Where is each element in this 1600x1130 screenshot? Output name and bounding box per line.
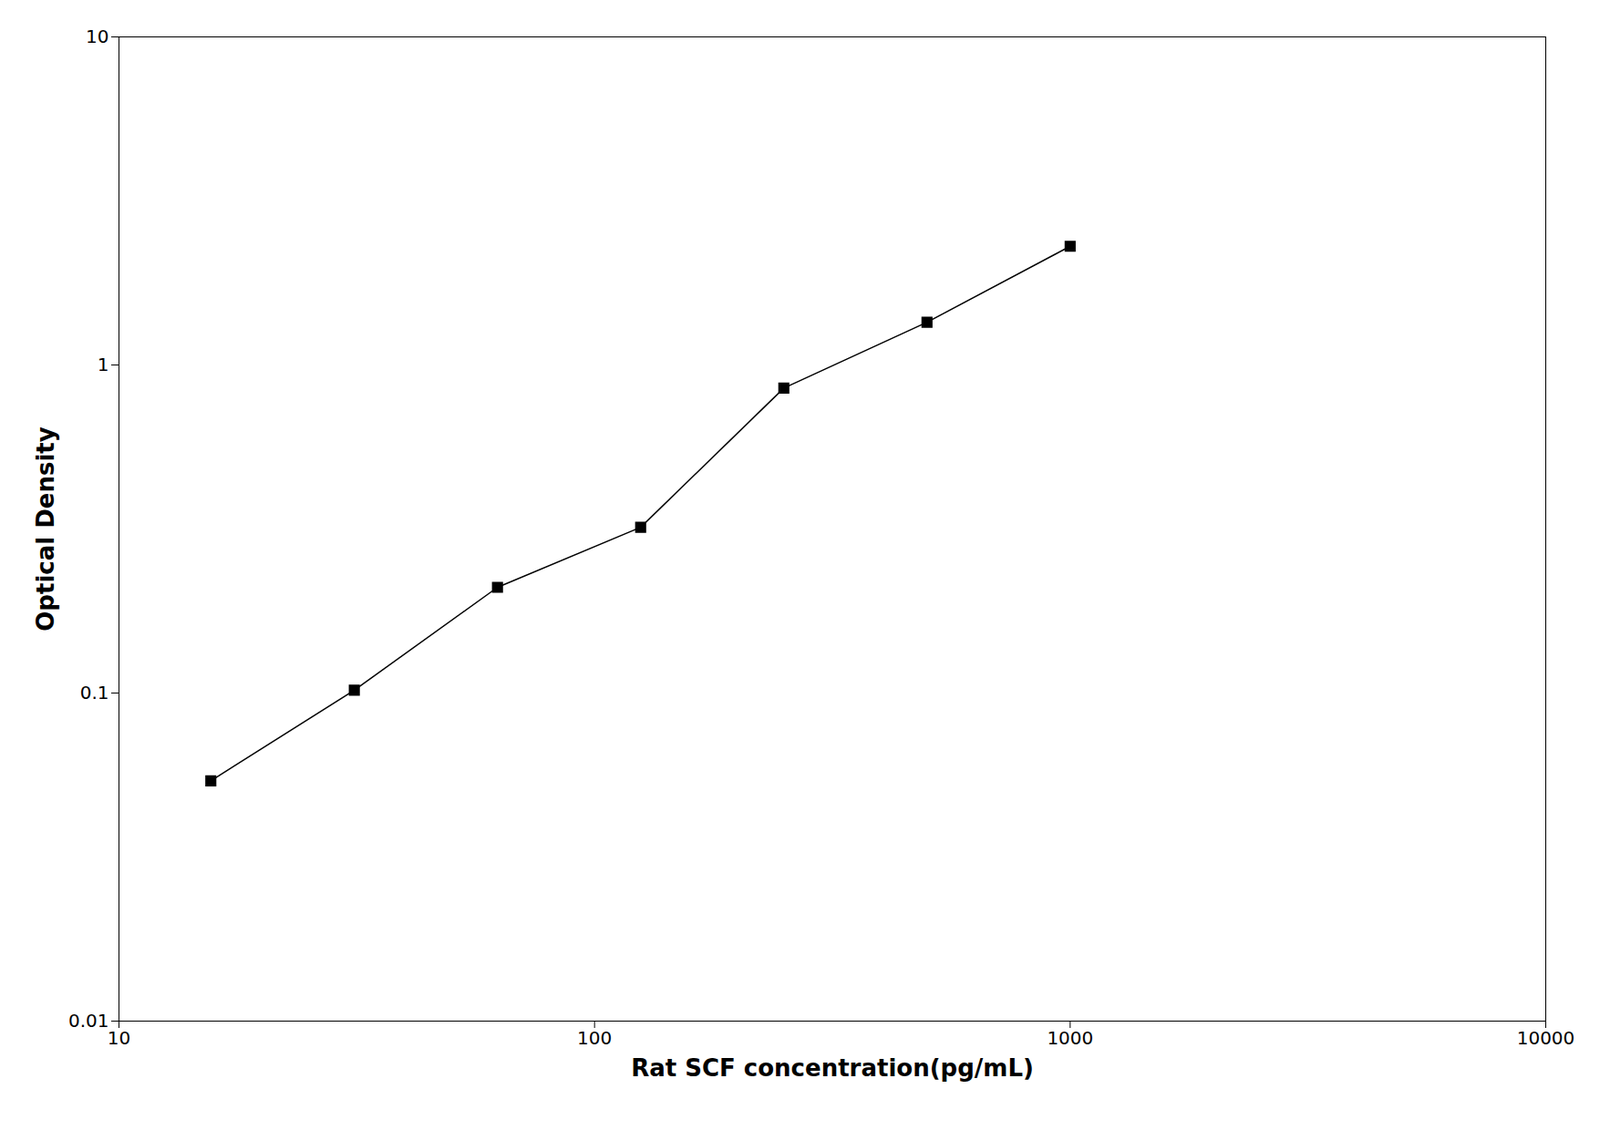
svg-text:10000: 10000: [1517, 1027, 1576, 1050]
svg-text:10: 10: [107, 1027, 131, 1050]
svg-text:Optical Density: Optical Density: [31, 426, 60, 632]
svg-text:0.01: 0.01: [68, 1010, 110, 1033]
svg-text:1: 1: [97, 353, 110, 376]
svg-text:0.1: 0.1: [80, 681, 110, 704]
svg-text:100: 100: [577, 1027, 612, 1050]
svg-text:1000: 1000: [1046, 1027, 1094, 1050]
svg-text:10: 10: [85, 25, 109, 48]
svg-text:Rat SCF concentration(pg/mL): Rat SCF concentration(pg/mL): [630, 1054, 1034, 1083]
